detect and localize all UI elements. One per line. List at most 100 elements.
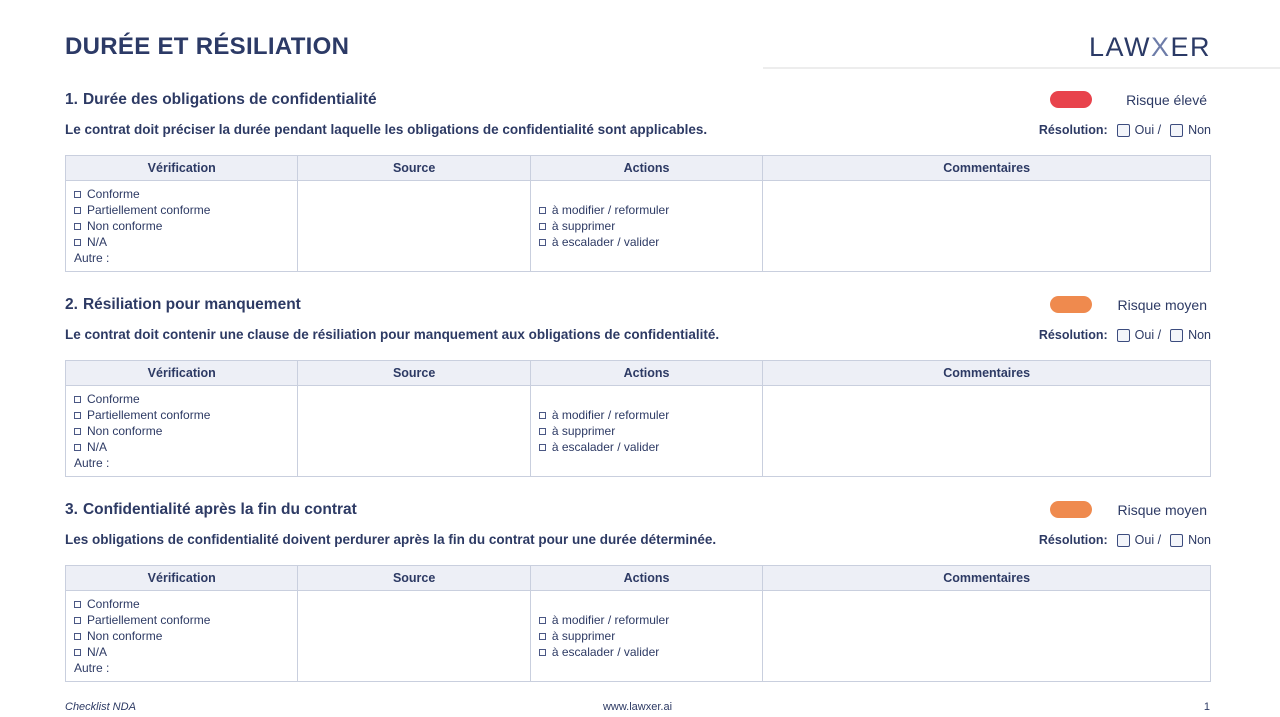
page-header: DURÉE ET RÉSILIATION LAWXER xyxy=(65,33,1211,61)
resolution-oui-label: Oui / xyxy=(1134,328,1162,342)
section-heading: 2. Résiliation pour manquement xyxy=(65,296,301,313)
table-row: Conforme Partiellement conforme Non conf… xyxy=(64,180,1211,272)
option-checkbox[interactable] xyxy=(74,395,81,403)
resolution-row: Résolution: Oui / Non xyxy=(1039,123,1211,137)
resolution-checkbox-non[interactable] xyxy=(1170,328,1184,342)
logo-x: X xyxy=(1150,32,1171,62)
column-header-verification: Vérification xyxy=(64,565,299,591)
verification-option: N/A xyxy=(74,439,289,455)
source-cell xyxy=(297,590,531,682)
column-header-commentaires: Commentaires xyxy=(762,155,1211,181)
section-confidentialite-apres-contrat: 3. Confidentialité après la fin du contra… xyxy=(64,501,1211,682)
page-footer: Checklist NDA www.lawxer.ai 1 xyxy=(65,701,1211,713)
logo-er: ER xyxy=(1170,32,1211,62)
verification-other-label: Autre : xyxy=(74,456,110,470)
source-cell xyxy=(297,385,531,477)
action-option: à escalader / valider xyxy=(538,644,754,660)
action-option: à escalader / valider xyxy=(538,439,754,455)
verification-option: Partiellement conforme xyxy=(74,612,289,628)
verification-option: Conforme xyxy=(74,391,289,407)
option-checkbox[interactable] xyxy=(74,206,81,214)
actions-cell: à modifier / reformuler à supprimer à es… xyxy=(529,180,764,272)
resolution-non-label: Non xyxy=(1188,328,1211,342)
action-option: à modifier / reformuler xyxy=(538,612,754,628)
verification-option: Non conforme xyxy=(74,628,289,644)
footer-url: www.lawxer.ai xyxy=(602,701,673,713)
option-checkbox[interactable] xyxy=(74,648,81,656)
risk-label: Risque élevé xyxy=(1126,91,1207,108)
verification-option: Conforme xyxy=(74,596,289,612)
checklist-table: Vérification Source Actions Commentaires… xyxy=(64,360,1211,477)
option-checkbox[interactable] xyxy=(74,632,81,640)
actions-cell: à modifier / reformuler à supprimer à es… xyxy=(529,590,764,682)
risk-pill xyxy=(1050,296,1092,313)
column-header-actions: Actions xyxy=(529,360,764,386)
section-duree-obligations: 1. Durée des obligations de confidentiali… xyxy=(64,91,1211,272)
commentaires-cell xyxy=(762,385,1211,477)
option-checkbox[interactable] xyxy=(74,427,81,435)
risk-label: Risque moyen xyxy=(1117,296,1208,313)
header-divider xyxy=(763,67,1280,69)
option-checkbox[interactable] xyxy=(538,411,546,419)
actions-cell: à modifier / reformuler à supprimer à es… xyxy=(529,385,764,477)
option-checkbox[interactable] xyxy=(74,616,81,624)
option-checkbox[interactable] xyxy=(74,190,81,198)
risk-indicator: Risque élevé xyxy=(1050,91,1211,108)
option-checkbox[interactable] xyxy=(74,222,81,230)
option-checkbox[interactable] xyxy=(74,238,81,246)
page-title: DURÉE ET RÉSILIATION xyxy=(65,33,350,60)
footer-page-number: 1 xyxy=(1203,701,1210,713)
option-checkbox[interactable] xyxy=(538,648,546,656)
column-header-commentaires: Commentaires xyxy=(762,360,1211,386)
verification-option: Non conforme xyxy=(74,218,289,234)
logo-law: LAW xyxy=(1088,32,1151,62)
option-checkbox[interactable] xyxy=(538,206,546,214)
option-checkbox[interactable] xyxy=(74,411,81,419)
section-heading: 1. Durée des obligations de confidentiali… xyxy=(65,91,377,108)
section-description: Le contrat doit préciser la durée pendan… xyxy=(65,122,708,137)
verification-cell: Conforme Partiellement conforme Non conf… xyxy=(64,180,299,272)
option-checkbox[interactable] xyxy=(74,600,81,608)
table-row: Conforme Partiellement conforme Non conf… xyxy=(64,385,1211,477)
column-header-source: Source xyxy=(297,565,531,591)
risk-pill xyxy=(1050,91,1092,108)
option-checkbox[interactable] xyxy=(538,616,546,624)
option-checkbox[interactable] xyxy=(538,222,546,230)
footer-doc-name: Checklist NDA xyxy=(65,701,136,713)
brand-logo: LAWXER xyxy=(1089,33,1211,61)
verification-cell: Conforme Partiellement conforme Non conf… xyxy=(64,590,299,682)
resolution-checkbox-oui[interactable] xyxy=(1116,533,1130,547)
verification-cell: Conforme Partiellement conforme Non conf… xyxy=(64,385,299,477)
action-option: à supprimer xyxy=(538,218,754,234)
section-description: Le contrat doit contenir une clause de r… xyxy=(65,327,720,342)
option-checkbox[interactable] xyxy=(538,632,546,640)
column-header-actions: Actions xyxy=(529,155,764,181)
verification-option: Non conforme xyxy=(74,423,289,439)
verification-option: N/A xyxy=(74,644,289,660)
column-header-verification: Vérification xyxy=(64,360,299,386)
checklist-table: Vérification Source Actions Commentaires… xyxy=(64,155,1211,272)
action-option: à modifier / reformuler xyxy=(538,202,754,218)
resolution-checkbox-oui[interactable] xyxy=(1116,123,1130,137)
verification-other-label: Autre : xyxy=(74,251,110,265)
option-checkbox[interactable] xyxy=(538,238,546,246)
resolution-checkbox-non[interactable] xyxy=(1170,533,1184,547)
verification-option: Partiellement conforme xyxy=(74,407,289,423)
resolution-checkbox-oui[interactable] xyxy=(1116,328,1130,342)
option-checkbox[interactable] xyxy=(538,427,546,435)
resolution-checkbox-non[interactable] xyxy=(1170,123,1184,137)
verification-option: N/A xyxy=(74,234,289,250)
resolution-row: Résolution: Oui / Non xyxy=(1039,533,1211,547)
column-header-actions: Actions xyxy=(529,565,764,591)
resolution-oui-label: Oui / xyxy=(1134,123,1162,137)
column-header-commentaires: Commentaires xyxy=(762,565,1211,591)
action-option: à supprimer xyxy=(538,423,754,439)
option-checkbox[interactable] xyxy=(74,443,81,451)
action-option: à escalader / valider xyxy=(538,234,754,250)
section-description: Les obligations de confidentialité doive… xyxy=(65,532,717,547)
section-heading: 3. Confidentialité après la fin du contra… xyxy=(65,501,357,518)
checklist-table: Vérification Source Actions Commentaires… xyxy=(64,565,1211,682)
risk-pill xyxy=(1050,501,1092,518)
verification-other-label: Autre : xyxy=(74,661,110,675)
option-checkbox[interactable] xyxy=(538,443,546,451)
